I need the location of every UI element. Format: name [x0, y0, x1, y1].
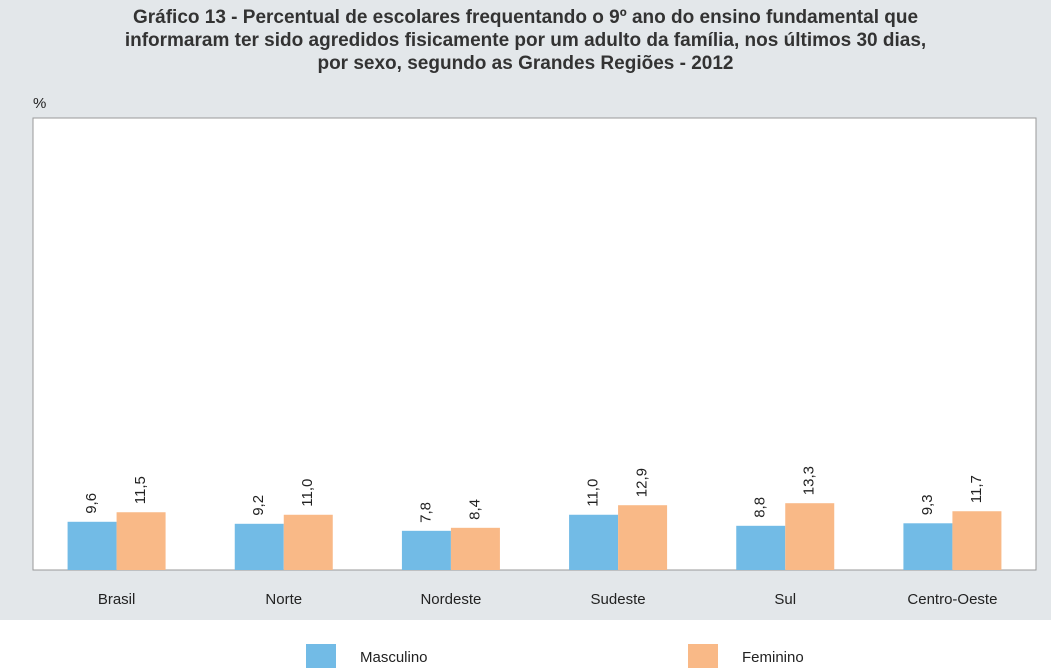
value-label: 7,8 — [417, 502, 434, 523]
y-axis-label: % — [33, 95, 46, 112]
bar — [736, 525, 786, 570]
value-label: 9,6 — [83, 493, 100, 514]
x-tick-label: Sul — [774, 591, 796, 608]
x-tick-label: Centro-Oeste — [907, 591, 997, 608]
chart-title: Gráfico 13 - Percentual de escolares fre… — [124, 7, 927, 74]
bar — [903, 523, 953, 570]
legend-swatch — [688, 644, 718, 668]
bar — [283, 514, 333, 570]
bar — [67, 521, 117, 570]
value-label: 8,8 — [752, 497, 769, 518]
x-tick-label: Brasil — [98, 591, 136, 608]
bar — [618, 505, 668, 570]
bar — [569, 514, 619, 570]
value-label: 9,3 — [919, 494, 936, 515]
value-label: 11,0 — [585, 479, 602, 507]
bar — [785, 503, 835, 570]
x-tick-label: Norte — [265, 591, 302, 608]
bar — [952, 511, 1002, 570]
value-label: 11,5 — [132, 476, 149, 504]
x-tick-label: Sudeste — [591, 591, 646, 608]
legend-label: Masculino — [360, 649, 428, 666]
value-label: 8,4 — [466, 499, 483, 520]
plot-area — [32, 117, 1037, 571]
x-tick-label: Nordeste — [420, 591, 481, 608]
bar — [450, 527, 500, 570]
value-label: 11,7 — [968, 475, 985, 503]
legend-label: Feminino — [742, 649, 804, 666]
value-label: 9,2 — [250, 495, 267, 516]
bar — [234, 523, 284, 570]
value-label: 12,9 — [634, 468, 651, 497]
value-label: 13,3 — [801, 466, 818, 495]
value-label: 11,0 — [299, 479, 316, 507]
bar — [401, 530, 451, 570]
legend-swatch — [306, 644, 336, 668]
bar — [116, 512, 166, 570]
